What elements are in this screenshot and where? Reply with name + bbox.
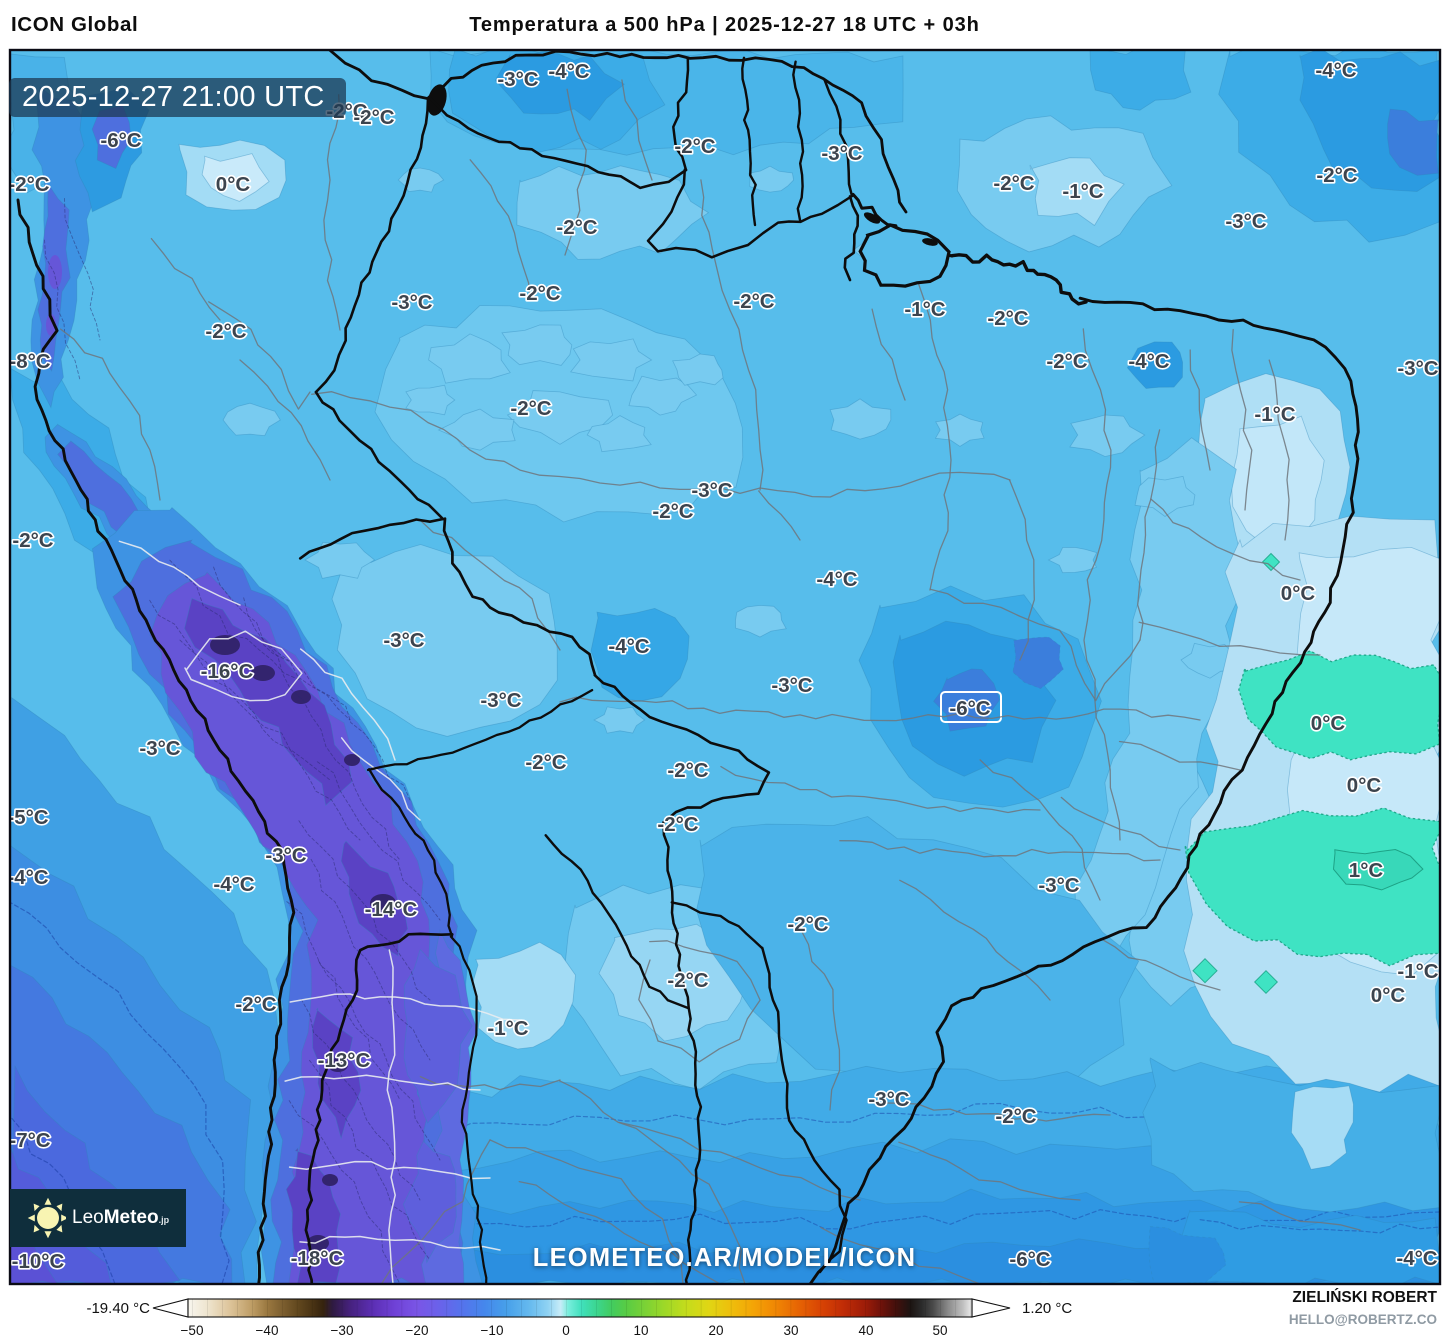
svg-text:-1°C: -1°C [1062, 180, 1103, 203]
svg-text:-3°C: -3°C [383, 629, 424, 652]
svg-text:-5°C: -5°C [7, 806, 48, 829]
svg-text:-2°C: -2°C [667, 969, 708, 992]
svg-text:-4°C: -4°C [213, 873, 254, 896]
svg-text:-3°C: -3°C [480, 689, 521, 712]
svg-text:−10: −10 [481, 1323, 504, 1338]
svg-text:10: 10 [633, 1323, 648, 1338]
svg-text:-2°C: -2°C [995, 1105, 1036, 1128]
svg-text:-2°C: -2°C [674, 135, 715, 158]
svg-text:-4°C: -4°C [608, 635, 649, 658]
svg-text:-10°C: -10°C [12, 1250, 65, 1273]
svg-text:-3°C: -3°C [391, 291, 432, 314]
svg-text:1°C: 1°C [1349, 859, 1384, 882]
svg-text:-18°C: -18°C [291, 1247, 344, 1270]
svg-text:-6°C: -6°C [100, 129, 141, 152]
svg-text:-2°C: -2°C [8, 173, 49, 196]
svg-text:-2°C: -2°C [1046, 350, 1087, 373]
svg-text:30: 30 [783, 1323, 798, 1338]
svg-text:-3°C: -3°C [691, 479, 732, 502]
svg-text:-16°C: -16°C [201, 660, 254, 683]
svg-text:-6°C: -6°C [1009, 1248, 1050, 1271]
svg-text:0°C: 0°C [216, 173, 251, 196]
svg-text:-2°C: -2°C [556, 216, 597, 239]
svg-text:−30: −30 [331, 1323, 354, 1338]
svg-text:50: 50 [932, 1323, 947, 1338]
svg-text:-13°C: -13°C [318, 1049, 371, 1072]
svg-text:-14°C: -14°C [365, 898, 418, 921]
svg-text:-2°C: -2°C [987, 307, 1028, 330]
svg-text:-3°C: -3°C [1397, 357, 1438, 380]
svg-text:-3°C: -3°C [868, 1088, 909, 1111]
svg-text:40: 40 [858, 1323, 873, 1338]
svg-text:-3°C: -3°C [1038, 874, 1079, 897]
svg-text:-1°C: -1°C [1254, 403, 1295, 426]
svg-text:0°C: 0°C [1281, 582, 1316, 605]
svg-text:-2°C: -2°C [205, 320, 246, 343]
svg-text:-2°C: -2°C [657, 813, 698, 836]
svg-text:-8°C: -8°C [9, 350, 50, 373]
svg-text:0°C: 0°C [1347, 774, 1382, 797]
svg-text:-3°C: -3°C [497, 68, 538, 91]
svg-text:-2°C: -2°C [12, 529, 53, 552]
svg-text:-2°C: -2°C [353, 106, 394, 129]
svg-text:-4°C: -4°C [548, 60, 589, 83]
svg-text:-6°C: -6°C [949, 697, 990, 720]
svg-text:-2°C: -2°C [787, 913, 828, 936]
svg-text:-2°C: -2°C [667, 759, 708, 782]
svg-text:-3°C: -3°C [1225, 210, 1266, 233]
svg-text:-3°C: -3°C [139, 737, 180, 760]
svg-text:-7°C: -7°C [9, 1129, 50, 1152]
svg-text:-4°C: -4°C [7, 866, 48, 889]
svg-text:−20: −20 [406, 1323, 429, 1338]
svg-text:-2°C: -2°C [519, 282, 560, 305]
svg-text:-1°C: -1°C [904, 298, 945, 321]
svg-text:-3°C: -3°C [265, 844, 306, 867]
svg-text:0°C: 0°C [1311, 712, 1346, 735]
svg-text:-2°C: -2°C [1316, 164, 1357, 187]
svg-text:-1°C: -1°C [1397, 960, 1438, 983]
svg-text:-4°C: -4°C [816, 568, 857, 591]
svg-text:-2°C: -2°C [235, 993, 276, 1016]
svg-text:-3°C: -3°C [821, 142, 862, 165]
svg-text:-3°C: -3°C [771, 674, 812, 697]
svg-text:−50: −50 [181, 1323, 204, 1338]
svg-text:0: 0 [562, 1323, 570, 1338]
svg-text:-2°C: -2°C [993, 172, 1034, 195]
svg-text:-4°C: -4°C [1396, 1247, 1437, 1270]
svg-text:0°C: 0°C [1371, 984, 1406, 1007]
svg-text:-2°C: -2°C [652, 500, 693, 523]
svg-text:−40: −40 [256, 1323, 279, 1338]
svg-text:-4°C: -4°C [1128, 350, 1169, 373]
svg-text:-2°C: -2°C [733, 290, 774, 313]
svg-text:-4°C: -4°C [1315, 59, 1356, 82]
svg-text:-2°C: -2°C [510, 397, 551, 420]
svg-text:20: 20 [708, 1323, 723, 1338]
svg-text:-1°C: -1°C [487, 1017, 528, 1040]
svg-text:-2°C: -2°C [525, 751, 566, 774]
